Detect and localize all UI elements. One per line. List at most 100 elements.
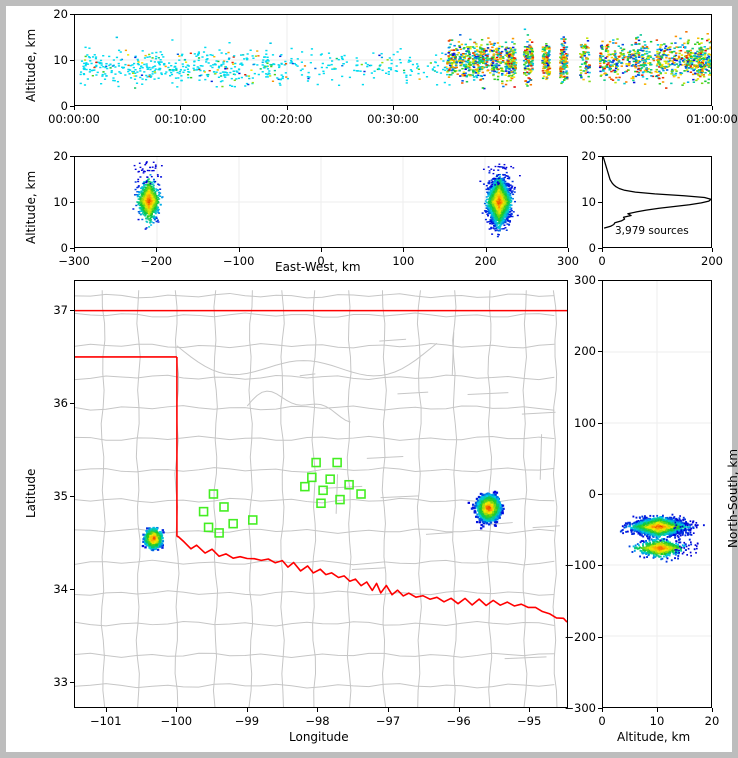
tick-mark — [529, 708, 531, 712]
y-tick-label: 35 — [53, 488, 68, 503]
tick-mark — [598, 351, 602, 353]
x-tick-label: −100 — [222, 254, 255, 268]
tick-mark — [70, 495, 74, 497]
tick-mark — [598, 202, 602, 203]
x-tick-label: 0 — [598, 714, 606, 728]
tick-mark — [602, 708, 603, 712]
x-tick-label: 300 — [557, 254, 579, 268]
map-axes[interactable] — [74, 280, 568, 708]
y-tick-label: 37 — [53, 302, 68, 317]
tick-mark — [598, 280, 602, 281]
tick-mark — [403, 248, 405, 252]
map-plot — [75, 290, 567, 707]
tick-mark — [105, 708, 107, 712]
x-tick-label: 200 — [701, 254, 723, 268]
x-tick-label: 01:00:00 — [686, 112, 738, 126]
y-tick-label: −200 — [564, 629, 596, 644]
altitude-histogram-axes[interactable]: 3,979 sources — [602, 156, 712, 248]
panel-altitude-histogram: 3,979 sources 0 200 0 10 20 — [581, 149, 732, 268]
ns-panel-ylabel: North-South, km — [726, 448, 738, 548]
tick-mark — [605, 106, 607, 110]
tick-mark — [180, 106, 182, 110]
tick-mark — [74, 106, 75, 110]
time-altitude-axes[interactable] — [74, 14, 712, 106]
tick-mark — [485, 248, 487, 252]
tick-mark — [568, 248, 569, 252]
y-tick-label: 20 — [53, 7, 68, 21]
y-tick-label: −100 — [564, 558, 596, 573]
map-xlabel: Longitude — [289, 730, 349, 744]
tick-mark — [246, 708, 248, 712]
tick-mark — [70, 156, 74, 157]
x-tick-label: −95 — [517, 714, 542, 728]
x-tick-label: −300 — [58, 254, 90, 268]
tick-mark — [657, 708, 658, 712]
tick-mark — [598, 494, 602, 495]
y-tick-label: 0 — [588, 487, 596, 501]
y-tick-label: 0 — [60, 241, 68, 255]
x-tick-label: −96 — [446, 714, 471, 728]
ns-panel-xlabel: Altitude, km — [617, 730, 691, 744]
eastwest-altitude-plot — [75, 157, 567, 247]
y-tick-label: 200 — [574, 344, 596, 359]
y-tick-label: 300 — [574, 273, 596, 287]
tick-mark — [70, 14, 74, 15]
x-tick-label: 00:10:00 — [154, 112, 207, 126]
panel-time-altitude: Altitude, km 00:00:00 00:10:00 00:20:00 00:… — [6, 6, 738, 126]
y-tick-label: 10 — [53, 53, 68, 67]
x-tick-label: 100 — [392, 254, 415, 268]
x-tick-label: −97 — [375, 714, 401, 728]
x-tick-label: −100 — [160, 714, 193, 728]
tick-mark — [176, 708, 178, 712]
tick-mark — [317, 708, 319, 712]
x-tick-label: 20 — [704, 714, 720, 728]
tick-mark — [70, 60, 74, 61]
altitude-histogram-plot — [603, 157, 711, 229]
tick-mark — [70, 402, 74, 404]
eastwest-altitude-axes[interactable] — [74, 156, 568, 248]
x-tick-label: 0 — [317, 254, 325, 268]
y-tick-label: 33 — [53, 674, 68, 689]
x-tick-label: 200 — [474, 254, 497, 268]
ew-panel-xlabel: East-West, km — [275, 260, 361, 274]
tick-mark — [70, 309, 74, 311]
y-tick-label: 0 — [588, 241, 596, 255]
tick-mark — [598, 565, 602, 567]
x-tick-label: 00:50:00 — [579, 112, 632, 126]
tick-mark — [388, 708, 390, 712]
y-tick-label: 20 — [581, 149, 596, 163]
x-tick-label: −99 — [234, 714, 260, 728]
panel-eastwest-altitude: Altitude, km East-West, km −300 −200 −100 0… — [6, 149, 586, 274]
tick-mark — [712, 708, 713, 712]
tick-mark — [458, 708, 460, 712]
time-altitude-plot — [75, 15, 711, 105]
x-tick-label: 00:20:00 — [260, 112, 313, 126]
tick-mark — [712, 106, 713, 110]
y-tick-label: 0 — [60, 99, 68, 113]
y-tick-label: −300 — [564, 701, 596, 715]
x-tick-label: −101 — [89, 714, 122, 728]
tick-mark — [156, 248, 158, 252]
x-tick-label: 00:00:00 — [48, 112, 100, 126]
x-tick-label: 0 — [598, 254, 606, 268]
tick-mark — [598, 156, 602, 157]
x-tick-label: −200 — [140, 254, 173, 268]
source-count-annotation: 3,979 sources — [615, 225, 689, 237]
tick-mark — [598, 248, 602, 249]
tick-mark — [286, 106, 288, 110]
altitude-northsouth-axes[interactable] — [602, 280, 712, 708]
altitude-northsouth-plot — [603, 281, 711, 707]
tick-mark — [712, 248, 713, 252]
panel-altitude-northsouth: North-South, km Altitude, km 0 10 20 −300 −… — [564, 268, 738, 752]
tick-mark — [598, 708, 602, 709]
tick-mark — [74, 248, 75, 252]
tick-mark — [70, 681, 74, 683]
tick-mark — [70, 588, 74, 590]
tick-mark — [70, 106, 74, 107]
tick-mark — [238, 248, 240, 252]
x-tick-label: −98 — [305, 714, 330, 728]
y-tick-label: 20 — [53, 149, 68, 163]
tick-mark — [602, 248, 603, 252]
y-tick-label: 10 — [581, 195, 596, 209]
